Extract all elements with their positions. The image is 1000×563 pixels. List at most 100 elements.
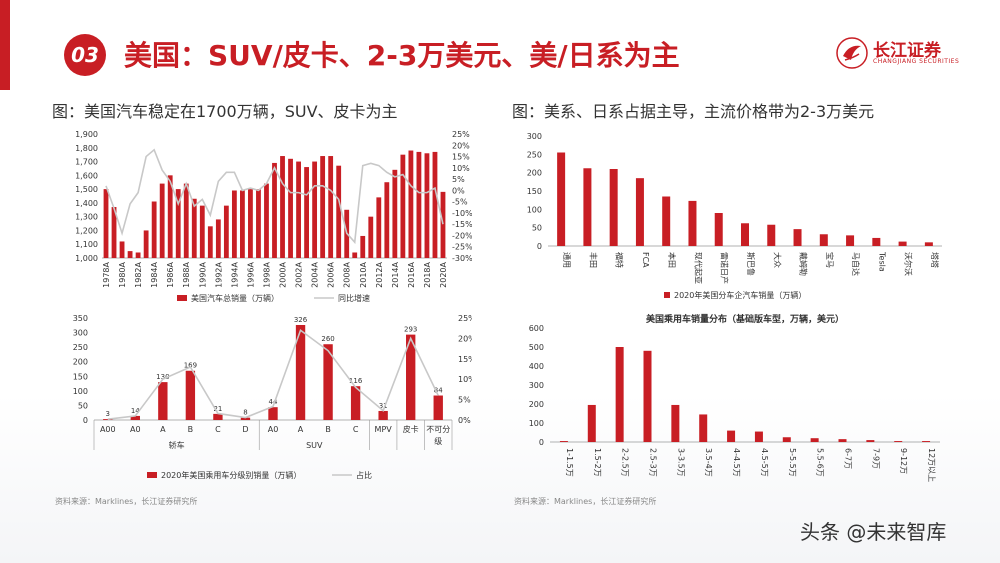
bar [103,189,109,258]
bar [408,150,414,258]
bar [406,334,416,420]
bar [782,437,791,442]
x-tick-label: 1988A [182,261,191,287]
x-tick-label: 本田 [667,252,677,268]
share-line [107,328,439,420]
bar [127,251,133,258]
bar [635,178,644,246]
x-tick-label: C [215,425,221,434]
x-tick-label: 2008A [343,261,352,287]
legend-swatch-bar [664,292,670,298]
data-label: 31 [379,402,388,410]
bar [191,198,197,258]
x-tick-label: D [242,425,248,434]
y2-tick-label: -5% [452,198,468,207]
bar [643,350,652,442]
data-label: 130 [156,373,169,381]
y-tick-label: 200 [529,400,544,409]
bar [433,395,443,420]
x-tick-label: 2012A [375,261,384,287]
legend-swatch-bar [147,472,157,478]
y-tick-label: 1,700 [75,158,98,167]
bar [296,161,301,258]
x-tick-label: 级 [434,436,442,446]
logo-text-en: CHANGJIANG SECURITIES [873,58,960,65]
y-tick-label: 0 [539,438,544,447]
bar [838,439,847,442]
bar [384,182,390,258]
us-price-distribution-chart: 美国乘用车销量分布（基础版车型，万辆，美元） 0 100 200 300 400 500 60… [529,313,940,482]
y2-tick-label: 0% [452,186,465,195]
y2-tick-label: 15% [458,355,472,364]
x-tick-label: 大众 [772,252,782,268]
bar [323,344,333,420]
bar [440,191,446,258]
y2-tick-label: -30% [452,254,472,263]
data-label: 116 [349,377,363,385]
y-tick-label: 1,000 [75,254,98,263]
y2-tick-label: 5% [452,175,465,184]
bar [376,197,382,258]
x-tick-label: 2006A [327,261,336,287]
bar [248,189,253,258]
accent-bar [0,0,10,90]
bar [158,382,168,420]
x-tick-label: 3.5-4万 [704,448,713,477]
y-tick-label: 300 [73,329,88,338]
y-tick-label: 100 [529,419,544,428]
x-tick-label: 斯巴鲁 [746,252,756,276]
bar [741,223,749,246]
x-tick-label: 沃尔沃 [904,252,914,276]
x-tick-label: 2000A [279,261,288,287]
bar [368,216,374,258]
y2-tick-label: 25% [452,130,470,139]
y-tick-label: 1,600 [75,171,98,180]
bar [207,226,213,258]
bar [350,386,361,420]
bar [754,431,763,442]
y-tick-label: 1,800 [75,144,98,153]
y2-tick-label: 15% [452,153,470,162]
section-number-badge: 03 [64,34,106,76]
bar [264,183,269,258]
chart-title: 美国乘用车销量分布（基础版车型，万辆，美元） [646,313,844,325]
x-tick-label: 2-2.5万 [621,448,630,477]
y-tick-label: 250 [73,343,88,352]
x-tick-label: 2.5-3万 [649,448,658,477]
bar [360,235,366,258]
y-tick-label: 100 [527,205,542,214]
bar [727,430,736,442]
x-tick-label: FCA [641,252,650,268]
right-figure-caption: 图：美系、日系占据主导，主流价格带为2-3万美元 [512,102,875,121]
y-tick-label: 200 [527,169,542,178]
bar [392,169,398,258]
x-tick-label: 2020A [439,261,448,287]
x-tick-label: 宝马 [825,252,835,268]
x-tick-label: 戴姆勒 [799,252,809,276]
x-tick-label: 1980A [118,261,127,287]
bar [559,441,568,442]
y-tick-label: 1,500 [75,185,98,194]
x-tick-label: 不可分 [426,425,450,434]
bar [810,438,819,442]
x-tick-label: 1982A [134,261,143,287]
data-label: 8 [243,409,247,417]
y-tick-label: 1,400 [75,199,98,208]
y-tick-label: 1,900 [75,130,98,139]
growth-line [105,148,444,245]
y-tick-label: 0 [83,416,88,425]
y2-tick-label: 25% [458,314,472,323]
x-tick-label: 5-5.5万 [788,448,797,477]
x-tick-label: 2014A [391,261,400,287]
bar [183,183,189,258]
group-label: 轿车 [169,440,185,450]
bar [295,324,306,420]
bar [866,440,875,442]
y-tick-label: 150 [527,187,542,196]
bar [231,190,237,258]
us-total-sales-chart: 1,000 1,100 1,200 1,300 1,400 1,500 1,600 1,700… [75,130,472,303]
data-label: 260 [321,335,334,343]
x-tick-label: 5.5-6万 [816,448,825,477]
x-tick-label: MPV [375,425,393,434]
y-tick-label: 50 [78,401,88,410]
